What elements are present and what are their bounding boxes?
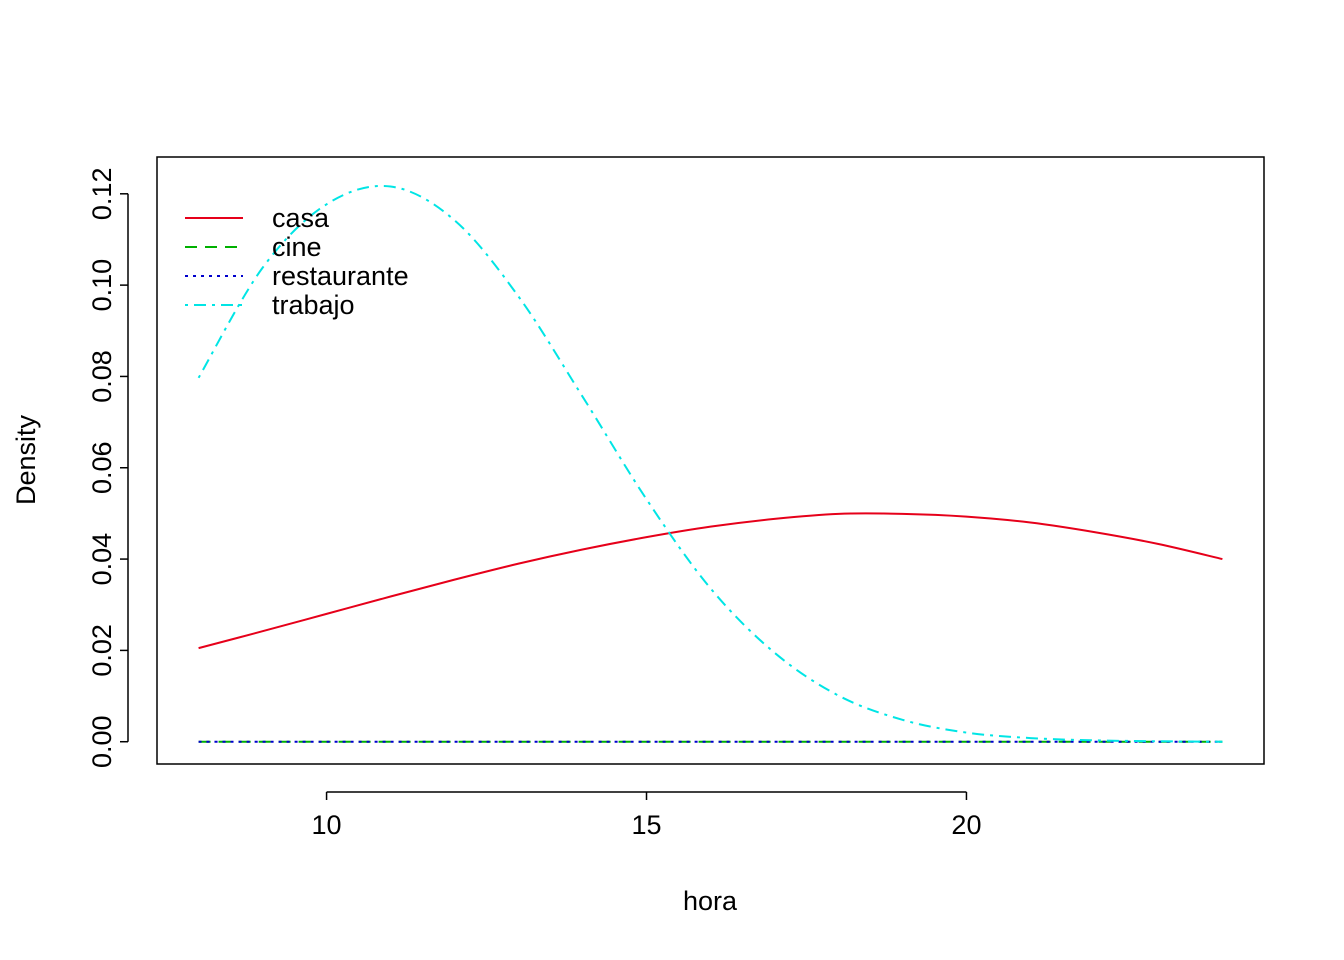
- legend-label-cine: cine: [272, 232, 322, 262]
- x-tick-label: 15: [631, 810, 661, 840]
- series-layer: [197, 184, 1223, 743]
- y-tick-label: 0.00: [87, 715, 117, 768]
- y-tick-label: 0.06: [87, 441, 117, 494]
- plot-frame: [156, 156, 1265, 765]
- legend-label-casa: casa: [272, 203, 330, 233]
- series-line-casa: [198, 512, 1223, 650]
- y-axis-title: Density: [11, 414, 41, 505]
- y-tick-label: 0.08: [87, 350, 117, 403]
- x-axis: 10 15 20: [312, 791, 981, 840]
- legend-label-trabajo: trabajo: [272, 290, 355, 320]
- y-tick-label: 0.04: [87, 533, 117, 586]
- legend-label-restaurante: restaurante: [272, 261, 409, 291]
- y-axis: 0.00 0.02 0.04 0.06 0.08 0.10 0.12: [87, 168, 129, 768]
- x-tick-label: 10: [312, 810, 342, 840]
- y-tick-label: 0.10: [87, 259, 117, 312]
- series-line-trabajo: [197, 184, 1223, 743]
- y-tick-label: 0.02: [87, 624, 117, 677]
- x-tick-label: 20: [951, 810, 981, 840]
- y-tick-label: 0.12: [87, 168, 117, 221]
- x-axis-title: hora: [683, 886, 738, 916]
